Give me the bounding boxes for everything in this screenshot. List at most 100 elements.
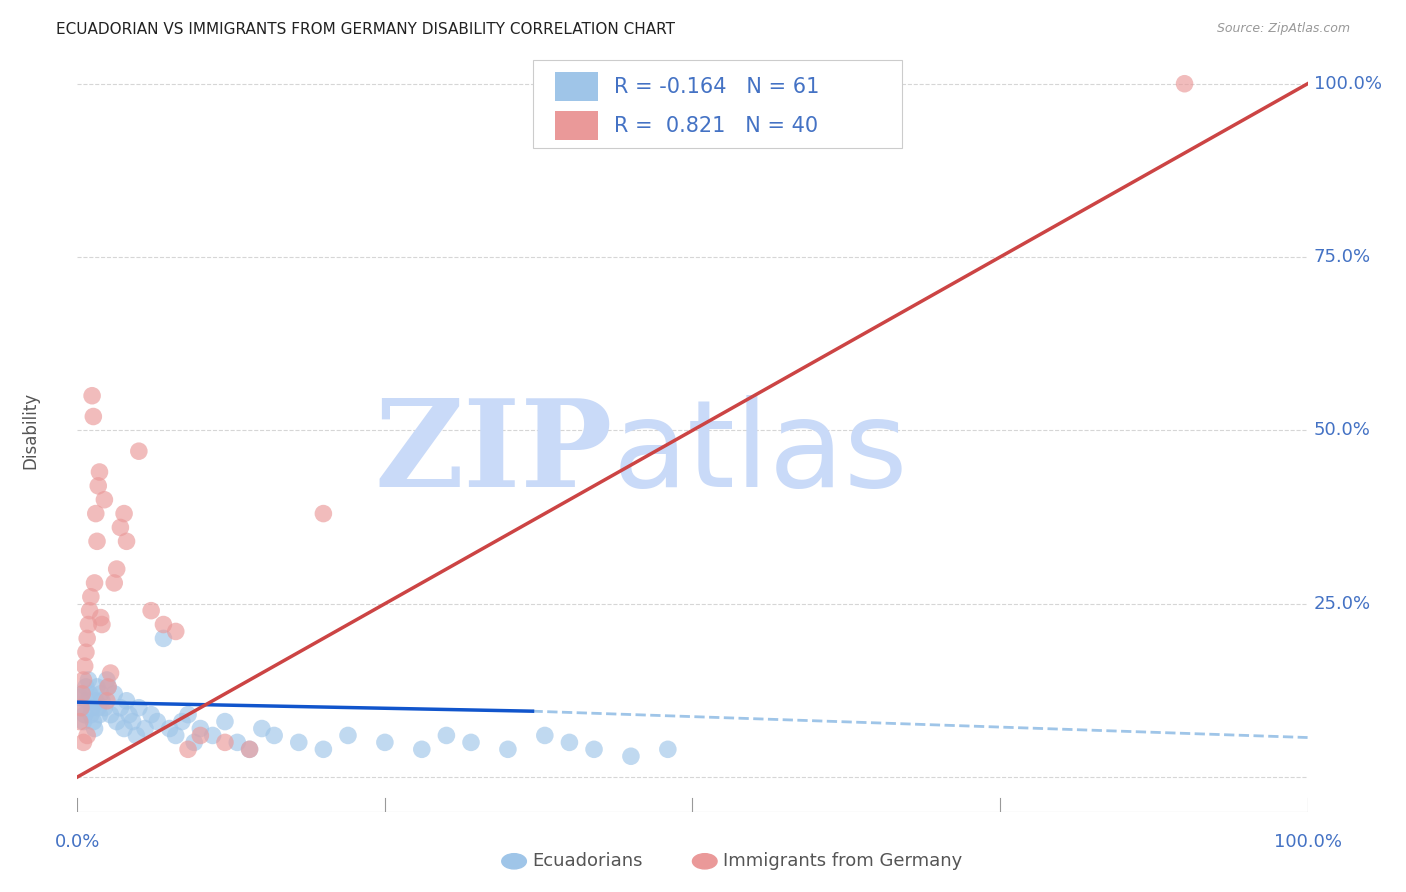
Point xyxy=(183,735,205,749)
Point xyxy=(90,617,114,632)
Point xyxy=(146,714,169,729)
Point xyxy=(70,700,93,714)
Point xyxy=(226,735,249,749)
Point xyxy=(239,742,262,756)
Point xyxy=(263,728,285,742)
Point xyxy=(121,714,143,729)
Point xyxy=(69,714,91,729)
Point xyxy=(534,728,557,742)
Point xyxy=(89,465,111,479)
Text: R = -0.164   N = 61: R = -0.164 N = 61 xyxy=(614,78,820,97)
Point xyxy=(80,707,103,722)
Point xyxy=(87,479,110,493)
Point xyxy=(112,507,135,521)
Point xyxy=(141,604,163,618)
Text: 75.0%: 75.0% xyxy=(1313,248,1371,266)
Point xyxy=(82,700,104,714)
Circle shape xyxy=(502,854,526,869)
Point xyxy=(83,576,105,591)
Point xyxy=(82,389,104,403)
FancyBboxPatch shape xyxy=(533,61,901,148)
Point xyxy=(496,742,519,756)
Point xyxy=(96,673,118,687)
Point xyxy=(82,714,104,729)
Point xyxy=(110,700,132,714)
Text: 25.0%: 25.0% xyxy=(1313,595,1371,613)
FancyBboxPatch shape xyxy=(555,111,598,140)
Point xyxy=(72,714,94,729)
Text: 50.0%: 50.0% xyxy=(1313,421,1371,440)
Point xyxy=(69,690,91,705)
Point xyxy=(657,742,679,756)
Point xyxy=(436,728,458,742)
Point xyxy=(165,624,187,639)
Point xyxy=(84,694,107,708)
Point xyxy=(86,534,108,549)
Point xyxy=(312,507,335,521)
Point xyxy=(583,742,606,756)
Point xyxy=(177,742,200,756)
Point xyxy=(79,687,101,701)
Point xyxy=(134,722,156,736)
Text: 100.0%: 100.0% xyxy=(1313,75,1382,93)
Point xyxy=(110,520,132,534)
Point xyxy=(460,735,482,749)
Point xyxy=(165,728,187,742)
Point xyxy=(83,722,105,736)
Point xyxy=(70,687,93,701)
Text: ZIP: ZIP xyxy=(374,394,613,512)
Point xyxy=(105,714,128,729)
Point xyxy=(96,694,118,708)
Point xyxy=(100,707,122,722)
Text: Ecuadorians: Ecuadorians xyxy=(533,852,643,871)
Point xyxy=(82,409,104,424)
Point xyxy=(70,687,93,701)
Point xyxy=(201,728,224,742)
Point xyxy=(77,617,100,632)
Point xyxy=(93,492,115,507)
Point xyxy=(152,632,174,646)
Point xyxy=(128,700,150,714)
Point xyxy=(288,735,311,749)
Point xyxy=(374,735,396,749)
Point xyxy=(73,659,96,673)
Point xyxy=(188,722,212,736)
Point xyxy=(1174,77,1197,91)
Point xyxy=(86,680,108,694)
Point xyxy=(159,722,181,736)
Point xyxy=(105,562,128,576)
Point xyxy=(73,707,96,722)
Point xyxy=(188,728,212,742)
Text: 0.0%: 0.0% xyxy=(55,832,100,850)
Point xyxy=(250,722,273,736)
Text: R =  0.821   N = 40: R = 0.821 N = 40 xyxy=(614,116,818,136)
Point xyxy=(112,722,135,736)
Point xyxy=(141,707,163,722)
Circle shape xyxy=(693,854,717,869)
Point xyxy=(125,728,148,742)
Point xyxy=(72,735,94,749)
Point xyxy=(90,610,112,624)
Point xyxy=(75,645,97,659)
Point xyxy=(79,604,101,618)
Point xyxy=(312,742,335,756)
Text: Source: ZipAtlas.com: Source: ZipAtlas.com xyxy=(1216,22,1350,36)
Point xyxy=(103,687,125,701)
Point xyxy=(214,735,236,749)
Point xyxy=(152,617,174,632)
Point xyxy=(77,673,100,687)
Point xyxy=(76,694,98,708)
Point xyxy=(239,742,262,756)
Point xyxy=(90,687,112,701)
Point xyxy=(118,707,141,722)
Point xyxy=(411,742,433,756)
Point xyxy=(87,700,110,714)
Point xyxy=(80,590,103,604)
Point xyxy=(75,680,97,694)
Point xyxy=(170,714,193,729)
Point xyxy=(76,632,98,646)
FancyBboxPatch shape xyxy=(555,72,598,101)
Point xyxy=(72,673,94,687)
Point xyxy=(90,694,114,708)
Point xyxy=(89,707,111,722)
